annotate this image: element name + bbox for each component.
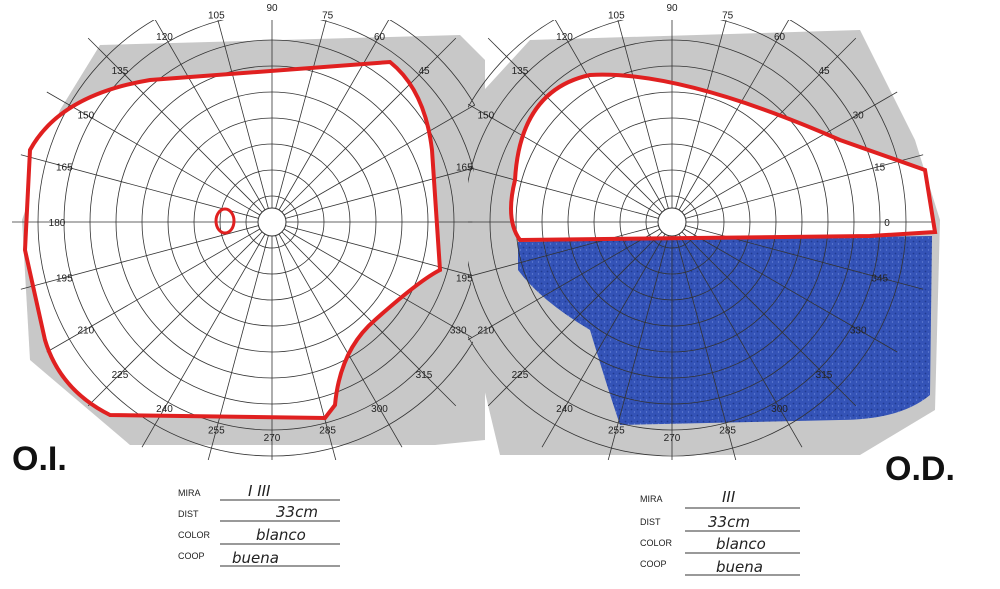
left-dist-label: DIST — [178, 509, 199, 519]
left-eye-label: O.I. — [12, 440, 67, 478]
right-angle-labels: 1351201059075604530150345330315300285270… — [456, 3, 890, 444]
right-color-value: blanco — [716, 535, 766, 553]
angle-label: 0 — [884, 218, 890, 229]
angle-label: 315 — [816, 370, 833, 381]
right-coop-label: COOP — [640, 559, 667, 569]
left-color-label: COLOR — [178, 530, 211, 540]
angle-label: 45 — [418, 66, 430, 77]
angle-label: 210 — [77, 326, 94, 337]
angle-label: 180 — [49, 218, 66, 229]
angle-label: 330 — [450, 326, 467, 337]
left-isopter — [22, 59, 443, 421]
angle-label: 285 — [719, 426, 736, 437]
angle-label: 120 — [156, 32, 173, 43]
right-visual-field — [511, 74, 935, 241]
angle-label: 120 — [556, 32, 573, 43]
right-mira-value: III — [722, 488, 736, 506]
angle-label: 30 — [853, 111, 865, 122]
angle-label: 255 — [608, 426, 625, 437]
angle-label: 225 — [112, 370, 129, 381]
angle-label: 165 — [456, 162, 473, 173]
left-mira-label: MIRA — [178, 488, 201, 498]
angle-label: 240 — [556, 404, 573, 415]
left-eye-chart: 135 120 105 90 75 60 45 150 165 180 195 210 225 240 25… — [12, 3, 489, 460]
angle-label: 210 — [477, 326, 494, 337]
angle-label: 225 — [512, 370, 529, 381]
angle-label: 240 — [156, 404, 173, 415]
right-grid — [468, 20, 932, 460]
right-test-form: MIRA III DIST 33cm COLOR blanco COOP bue… — [640, 488, 800, 576]
right-defect-region — [518, 236, 932, 425]
angle-label: 135 — [112, 66, 129, 77]
angle-label: 270 — [664, 433, 681, 444]
angle-label: 75 — [322, 10, 334, 21]
angle-label: 255 — [208, 426, 225, 437]
right-coop-value: buena — [716, 558, 763, 576]
angle-label: 300 — [371, 404, 388, 415]
right-dist-label: DIST — [640, 517, 661, 527]
angle-label: 90 — [266, 3, 278, 14]
left-color-value: blanco — [256, 526, 306, 544]
angle-label: 105 — [208, 10, 225, 21]
angle-label: 285 — [319, 426, 336, 437]
angle-label: 105 — [608, 10, 625, 21]
left-blind-spot-isopter — [214, 207, 236, 235]
angle-label: 270 — [264, 433, 281, 444]
left-coop-value: buena — [232, 549, 279, 567]
right-eye-chart: 1351201059075604530150345330315300285270… — [456, 3, 940, 460]
right-isopter — [509, 72, 938, 243]
angle-label: 150 — [77, 111, 94, 122]
angle-label: 195 — [456, 274, 473, 285]
angle-label: 150 — [477, 111, 494, 122]
angle-label: 60 — [374, 32, 386, 43]
angle-label: 330 — [850, 326, 867, 337]
right-color-label: COLOR — [640, 538, 673, 548]
angle-label: 60 — [774, 32, 786, 43]
angle-label: 315 — [416, 370, 433, 381]
angle-label: 75 — [722, 10, 734, 21]
angle-label: 45 — [818, 66, 830, 77]
right-eye-label: O.D. — [885, 450, 955, 488]
angle-label: 195 — [56, 274, 73, 285]
angle-label: 300 — [771, 404, 788, 415]
left-test-form: MIRA I III DIST 33cm COLOR blanco COOP b… — [178, 482, 340, 567]
angle-label: 165 — [56, 162, 73, 173]
left-angle-labels: 135 120 105 90 75 60 45 150 165 180 195 210 225 240 25… — [49, 3, 489, 444]
left-dist-value: 33cm — [276, 503, 318, 521]
angle-label: 15 — [874, 162, 886, 173]
angle-label: 90 — [666, 3, 678, 14]
left-grid — [12, 20, 485, 460]
left-coop-label: COOP — [178, 551, 205, 561]
angle-label: 135 — [512, 66, 529, 77]
left-mira-value: I III — [248, 482, 271, 500]
angle-label: 345 — [871, 274, 888, 285]
left-visual-field — [25, 62, 440, 418]
right-dist-value: 33cm — [708, 513, 750, 531]
right-mira-label: MIRA — [640, 494, 663, 504]
